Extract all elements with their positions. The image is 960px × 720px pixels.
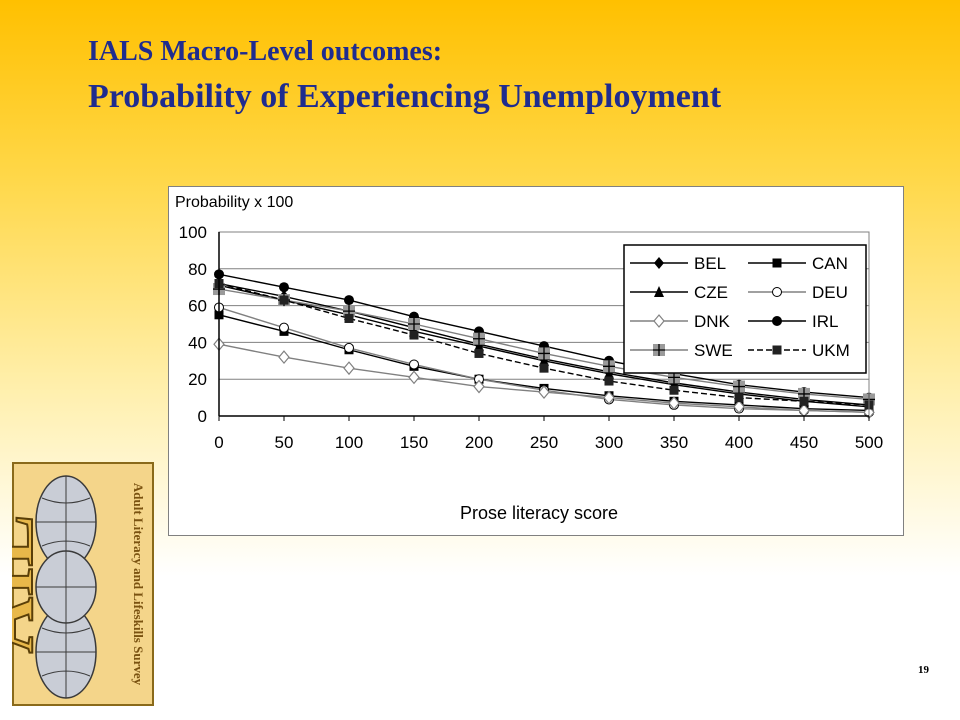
data-point [604, 376, 614, 386]
legend-label: DEU [812, 283, 848, 302]
data-point [734, 393, 744, 403]
legend-label: DNK [694, 312, 731, 331]
data-point [539, 354, 549, 366]
data-point [344, 295, 354, 306]
x-tick-label: 300 [595, 433, 623, 452]
globe-icon [35, 475, 97, 699]
data-point [474, 348, 484, 358]
chart-panel: Probability x 100 Prose literacy score 0… [168, 186, 904, 536]
data-point [343, 361, 355, 376]
data-point [409, 359, 419, 370]
marker-plus [408, 318, 420, 330]
legend-label: BEL [694, 254, 726, 273]
y-axis-label: Probability x 100 [175, 194, 293, 211]
logo-letters: AIL [12, 515, 49, 654]
data-point [279, 282, 289, 293]
data-point [278, 350, 290, 365]
data-point [344, 342, 354, 353]
legend-label: CAN [812, 254, 848, 273]
series-layer [213, 269, 875, 420]
legend-entry-can: CAN [748, 254, 848, 273]
marker-plus [733, 380, 745, 393]
y-tick-label: 0 [198, 407, 207, 426]
legend-entry-deu: DEU [748, 283, 848, 302]
data-point [538, 385, 550, 400]
data-point [408, 318, 420, 330]
data-point [668, 396, 680, 411]
y-tick-label: 20 [188, 370, 207, 389]
x-tick-label: 200 [465, 433, 493, 452]
data-point [538, 347, 550, 360]
data-point [733, 380, 745, 393]
y-tick-label: 40 [188, 333, 207, 352]
legend-entry-bel: BEL [630, 254, 726, 273]
slide-title-line2: Probability of Experiencing Unemployment [88, 78, 722, 115]
legend-marker [772, 316, 782, 326]
line-chart: Probability x 100 Prose literacy score 0… [175, 194, 884, 523]
legend-label: UKM [812, 341, 850, 360]
y-tick-label: 60 [188, 297, 207, 316]
data-point [799, 396, 809, 406]
y-tick-label: 100 [179, 223, 207, 242]
legend-marker [772, 345, 782, 355]
data-point [474, 340, 484, 352]
legend-marker [772, 258, 782, 268]
legend-entry-irl: IRL [748, 312, 838, 331]
data-point [604, 367, 614, 379]
data-point [669, 385, 679, 395]
data-point [279, 295, 289, 305]
legend-marker [653, 314, 665, 328]
y-tick-label: 80 [188, 260, 207, 279]
x-tick-label: 500 [855, 433, 883, 452]
slide-title-line1: IALS Macro-Level outcomes: [88, 36, 443, 67]
ails-logo: AIL Adult Literacy and Lifeskills Survey [12, 462, 154, 706]
x-tick-label: 400 [725, 433, 753, 452]
legend: BEL CAN CZE DEU DNK IRL SWE UKM [623, 244, 867, 374]
data-point [473, 379, 485, 394]
data-point [473, 332, 485, 345]
legend-entry-swe: SWE [630, 341, 733, 360]
data-point [409, 330, 419, 340]
data-point [279, 322, 289, 333]
legend-marker [772, 287, 782, 297]
logo-survey-text: Adult Literacy and Lifeskills Survey [131, 483, 146, 686]
marker-plus [473, 332, 485, 345]
legend-marker [654, 257, 664, 269]
x-axis-label: Prose literacy score [460, 503, 618, 523]
legend-marker [653, 344, 665, 356]
marker-plus [538, 347, 550, 360]
legend-marker [654, 286, 664, 297]
data-point [539, 363, 549, 373]
data-point [408, 370, 420, 385]
legend-label: SWE [694, 341, 733, 360]
legend-label: CZE [694, 283, 728, 302]
axes: 0 20 40 60 80 100 0 50 100 150 200 250 300 350 400 450 5… [179, 223, 884, 452]
x-tick-label: 150 [400, 433, 428, 452]
legend-entry-cze: CZE [630, 283, 728, 302]
marker-plus [603, 360, 615, 373]
data-point [603, 390, 615, 405]
legend-entry-ukm: UKM [748, 341, 850, 360]
data-point [603, 360, 615, 373]
page-number: 19 [918, 664, 929, 676]
legend-label: IRL [812, 312, 838, 331]
x-tick-label: 450 [790, 433, 818, 452]
x-tick-label: 100 [335, 433, 363, 452]
legend-entry-dnk: DNK [630, 312, 731, 331]
x-tick-label: 0 [214, 433, 223, 452]
x-tick-label: 250 [530, 433, 558, 452]
x-tick-label: 50 [275, 433, 294, 452]
data-point [344, 313, 354, 323]
x-tick-label: 350 [660, 433, 688, 452]
marker-plus [653, 344, 665, 356]
data-point [733, 399, 745, 414]
